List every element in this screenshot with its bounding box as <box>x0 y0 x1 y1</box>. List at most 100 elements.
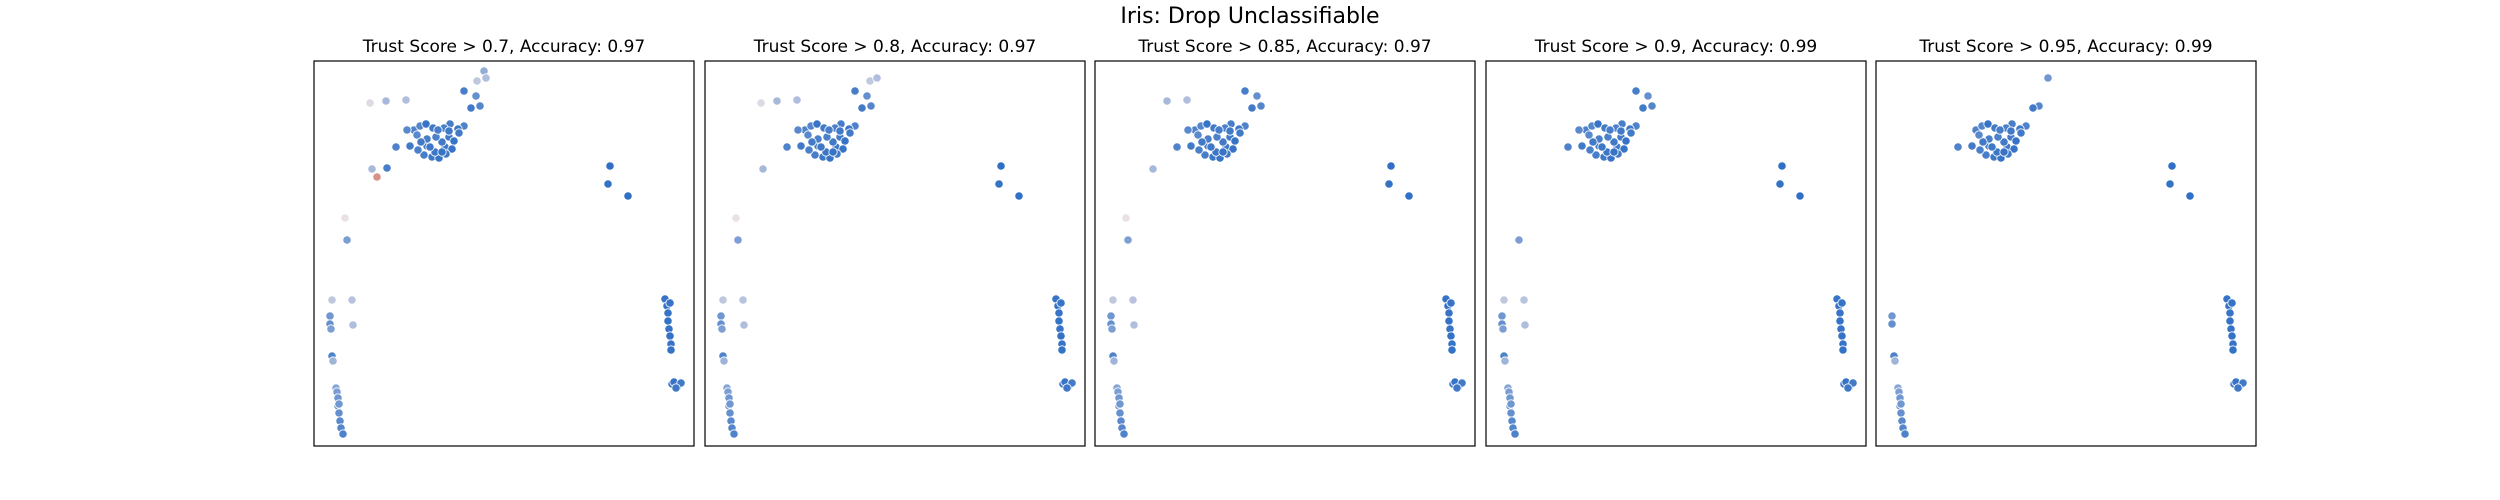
scatter-point <box>1563 142 1573 152</box>
scatter-point <box>1999 137 2009 147</box>
scatter-point <box>1837 331 1847 341</box>
scatter-point <box>340 213 350 223</box>
scatter-point <box>1605 125 1615 135</box>
scatter-point <box>338 429 348 439</box>
scatter-point <box>1107 324 1117 334</box>
scatter-point <box>733 235 743 245</box>
scatter-point <box>2043 73 2053 83</box>
scatter-panel-1: Trust Score > 0.7, Accuracy: 0.97 <box>313 37 695 447</box>
scatter-point <box>838 144 848 154</box>
scatter-point <box>416 137 426 147</box>
scatter-point <box>1230 136 1240 146</box>
scatter-point <box>402 125 412 135</box>
scatter-point <box>1896 399 1906 409</box>
scatter-point <box>1835 316 1845 326</box>
scatter-point <box>772 96 782 106</box>
scatter-point <box>717 324 727 334</box>
scatter-point <box>1109 356 1119 366</box>
scatter-point <box>739 320 749 330</box>
scatter-point <box>1498 324 1508 334</box>
scatter-point <box>666 345 676 355</box>
scatter-point <box>862 91 872 101</box>
scatter-point <box>367 164 377 174</box>
scatter-point <box>1386 161 1396 171</box>
scatter-point <box>1995 125 2005 135</box>
scatter-point <box>1054 316 1064 326</box>
scatter-point <box>1975 145 1985 155</box>
scatter-point <box>2167 161 2177 171</box>
scatter-point <box>804 145 814 155</box>
scatter-point <box>824 125 834 135</box>
scatter-point <box>1183 125 1193 135</box>
scatter-point <box>1123 235 1133 245</box>
scatter-point <box>1054 308 1064 318</box>
scatter-point <box>2165 179 2175 189</box>
scatter-point <box>1447 345 1457 355</box>
scatter-point <box>348 320 358 330</box>
scatter-point <box>1597 142 1607 152</box>
scatter-point <box>716 311 726 321</box>
panel-title: Trust Score > 0.8, Accuracy: 0.97 <box>753 37 1036 57</box>
scatter-point <box>1106 311 1116 321</box>
scatter-point <box>1148 164 1158 174</box>
scatter-point <box>1983 119 1993 129</box>
panel-frame <box>313 60 695 447</box>
scatter-point <box>1647 101 1657 111</box>
scatter-point <box>816 142 826 152</box>
scatter-point <box>1843 383 1853 393</box>
panel-title: Trust Score > 0.85, Accuracy: 0.97 <box>1137 37 1431 57</box>
scatter-point <box>665 331 675 341</box>
scatter-point <box>1795 191 1805 201</box>
scatter-point <box>2228 345 2238 355</box>
scatter-point <box>850 86 860 96</box>
scatter-point <box>718 295 728 305</box>
scatter-point <box>1014 191 1024 201</box>
panel-frame <box>1094 60 1476 447</box>
scatter-point <box>729 429 739 439</box>
scatter-point <box>1172 142 1182 152</box>
scatter-point <box>1887 319 1897 329</box>
scatter-point <box>1574 125 1584 135</box>
scatter-point <box>671 383 681 393</box>
scatter-point <box>1887 311 1897 321</box>
scatter-point <box>1837 298 1847 308</box>
scatter-point <box>1900 429 1910 439</box>
scatter-point <box>2227 331 2237 341</box>
scatter-point <box>828 147 838 157</box>
scatter-point <box>835 126 845 136</box>
scatter-point <box>796 141 806 151</box>
scatter-point <box>793 125 803 135</box>
scatter-point <box>1609 137 1619 147</box>
scatter-point <box>1500 356 1510 366</box>
scatter-point <box>347 295 357 305</box>
scatter-point <box>419 150 429 160</box>
scatter-point <box>1115 408 1125 418</box>
scatter-point <box>1616 126 1626 136</box>
scatter-point <box>421 119 431 129</box>
scatter-point <box>334 408 344 418</box>
scatter-point <box>454 128 464 138</box>
scatter-point <box>756 98 766 108</box>
scatter-point <box>1225 126 1235 136</box>
scatter-panel-2: Trust Score > 0.8, Accuracy: 0.97 <box>704 37 1086 447</box>
scatter-point <box>1775 179 1785 189</box>
scatter-point <box>327 295 337 305</box>
scatter-point <box>605 161 615 171</box>
scatter-point <box>803 130 813 140</box>
scatter-point <box>2225 308 2235 318</box>
scatter-point <box>401 95 411 105</box>
scatter-point <box>1896 408 1906 418</box>
scatter-point <box>1404 191 1414 201</box>
scatter-point <box>857 103 867 113</box>
scatter-point <box>1643 91 1653 101</box>
scatter-point <box>437 147 447 157</box>
scatter-point <box>1444 316 1454 326</box>
scatter-point <box>866 101 876 111</box>
scatter-point <box>391 142 401 152</box>
scatter-point <box>405 141 415 151</box>
scatter-point <box>2011 136 2021 146</box>
scatter-point <box>466 103 476 113</box>
scatter-point <box>1129 320 1139 330</box>
scatter-point <box>828 137 838 147</box>
